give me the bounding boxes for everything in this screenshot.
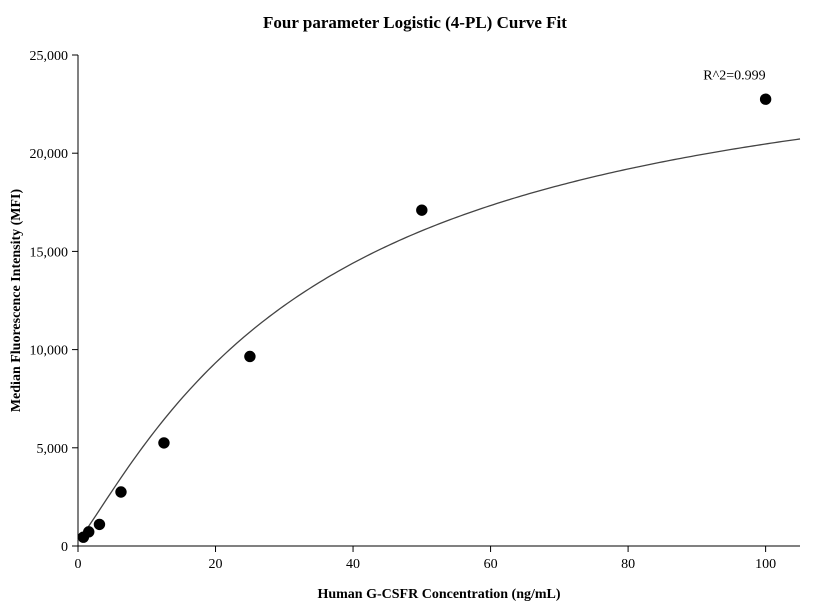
x-tick-label: 60 xyxy=(484,557,498,572)
y-tick-label: 10,000 xyxy=(30,344,69,359)
data-point xyxy=(159,438,169,448)
chart-container: Four parameter Logistic (4-PL) Curve Fit… xyxy=(0,0,830,616)
x-tick-label: 100 xyxy=(755,557,776,572)
data-point xyxy=(116,487,126,497)
data-point xyxy=(417,205,427,215)
x-axis-label: Human G-CSFR Concentration (ng/mL) xyxy=(317,587,560,602)
data-point xyxy=(760,94,770,104)
chart-svg: Four parameter Logistic (4-PL) Curve Fit… xyxy=(0,0,830,616)
y-tick-label: 5,000 xyxy=(37,442,69,457)
chart-background xyxy=(0,0,830,616)
y-tick-label: 15,000 xyxy=(30,245,69,260)
chart-title: Four parameter Logistic (4-PL) Curve Fit xyxy=(263,13,567,32)
x-tick-label: 20 xyxy=(209,557,223,572)
x-tick-label: 80 xyxy=(621,557,635,572)
y-tick-label: 0 xyxy=(61,540,68,555)
x-tick-label: 0 xyxy=(75,557,82,572)
x-tick-label: 40 xyxy=(346,557,360,572)
r-squared-annotation: R^2=0.999 xyxy=(703,69,765,84)
data-point xyxy=(94,519,104,529)
y-tick-label: 20,000 xyxy=(30,147,69,162)
y-tick-label: 25,000 xyxy=(30,49,69,64)
y-axis-label: Median Fluorescence Intensity (MFI) xyxy=(9,189,24,413)
data-point xyxy=(245,351,255,361)
data-point xyxy=(84,527,94,537)
